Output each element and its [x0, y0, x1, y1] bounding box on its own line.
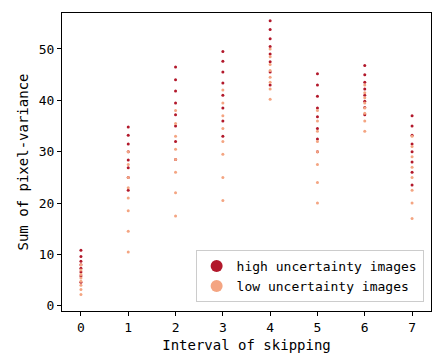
svg-text:low uncertainty images: low uncertainty images: [237, 279, 409, 294]
svg-text:6: 6: [361, 320, 369, 335]
svg-text:3: 3: [219, 320, 227, 335]
svg-text:Sum of pixel-variance: Sum of pixel-variance: [15, 73, 31, 250]
svg-text:50: 50: [39, 42, 55, 57]
svg-text:40: 40: [39, 93, 55, 108]
svg-text:7: 7: [408, 320, 416, 335]
svg-text:0: 0: [47, 298, 55, 313]
svg-text:20: 20: [39, 196, 55, 211]
svg-text:5: 5: [314, 320, 322, 335]
svg-text:0: 0: [77, 320, 85, 335]
svg-text:4: 4: [266, 320, 274, 335]
svg-text:10: 10: [39, 247, 55, 262]
svg-text:30: 30: [39, 144, 55, 159]
svg-text:high uncertainty images: high uncertainty images: [237, 259, 417, 274]
svg-text:2: 2: [172, 320, 180, 335]
svg-text:Interval of skipping: Interval of skipping: [162, 337, 331, 353]
svg-text:1: 1: [124, 320, 132, 335]
